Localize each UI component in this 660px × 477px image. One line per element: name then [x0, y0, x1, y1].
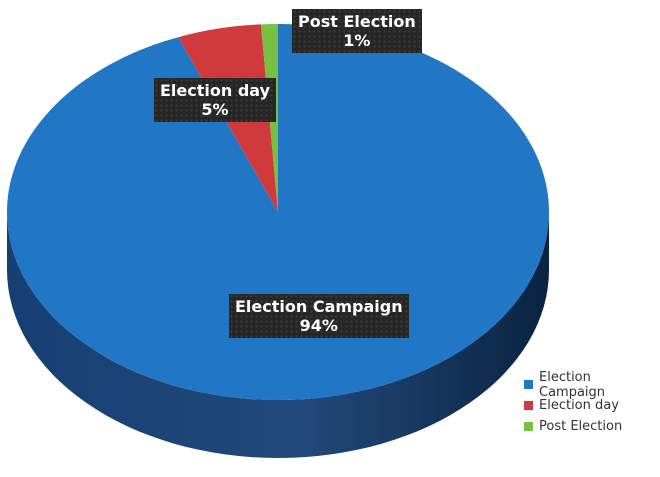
legend-label: Election day	[539, 398, 619, 413]
legend-entry-post-election: Post Election	[524, 416, 660, 437]
legend-entry-election-campaign: Election Campaign	[524, 370, 660, 400]
legend-swatch	[524, 401, 533, 410]
pie-side-election-campaign	[7, 212, 549, 458]
pie-slice-election-campaign	[6, 24, 549, 400]
data-label-value: 1%	[343, 31, 371, 50]
data-label-election-campaign: Election Campaign 94%	[229, 294, 409, 338]
legend-swatch	[524, 380, 533, 389]
data-label-election-day: Election day 5%	[154, 78, 277, 122]
data-label-value: 5%	[201, 100, 229, 119]
legend-entry-election-day: Election day	[524, 395, 660, 416]
data-label-post-election: Post Election 1%	[292, 9, 422, 53]
data-label-name: Post Election	[298, 12, 416, 31]
data-label-name: Election day	[160, 81, 271, 100]
legend-label: Post Election	[539, 419, 623, 434]
legend: Election Campaign Election day Post Elec…	[524, 370, 660, 437]
data-label-name: Election Campaign	[235, 297, 403, 316]
legend-label: Election Campaign	[539, 369, 606, 400]
legend-swatch	[524, 422, 533, 431]
data-label-value: 94%	[299, 316, 338, 335]
